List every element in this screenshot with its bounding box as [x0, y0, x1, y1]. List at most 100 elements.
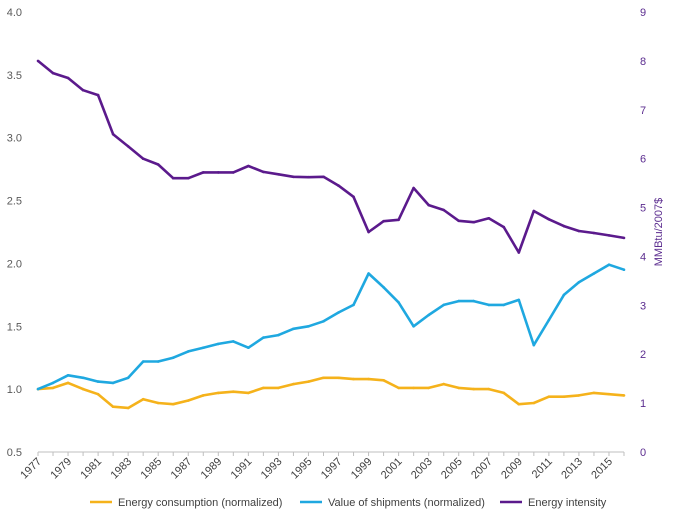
data-point — [66, 374, 70, 377]
x-tick-label: 1991 — [229, 456, 255, 482]
data-point — [307, 380, 310, 383]
data-point — [592, 272, 596, 275]
data-point — [262, 336, 265, 339]
x-tick-label: 2001 — [379, 456, 405, 482]
data-point — [397, 386, 400, 390]
x-tick-label: 1985 — [139, 456, 165, 482]
data-point — [202, 346, 205, 350]
data-point — [247, 391, 250, 395]
data-point — [156, 163, 160, 166]
right-tick-label: 7 — [640, 105, 646, 117]
data-point — [607, 392, 611, 396]
left-tick-label: 1.0 — [7, 384, 22, 396]
data-point — [502, 391, 506, 395]
data-point — [427, 203, 431, 207]
right-tick-label: 5 — [640, 203, 646, 215]
data-point — [202, 394, 205, 397]
data-point — [232, 390, 235, 394]
x-tick-label: 1997 — [319, 456, 345, 482]
x-tick-label: 1981 — [78, 456, 104, 482]
data-point — [337, 376, 340, 380]
x-tick-label: 2003 — [409, 456, 435, 482]
left-axis: 0.5 1.0 1.5 2.0 2.5 3.0 3.5 4.0 — [7, 7, 22, 459]
x-tick-label: 2009 — [499, 456, 525, 482]
right-tick-label: 1 — [640, 398, 646, 410]
legend: Energy consumption (normalized) Value of … — [90, 497, 607, 509]
data-point — [187, 176, 190, 180]
data-point — [412, 325, 415, 328]
data-point — [382, 379, 385, 382]
data-point — [532, 209, 536, 213]
data-point — [111, 132, 115, 136]
data-point — [622, 236, 626, 240]
x-tick-label: 2015 — [589, 456, 615, 482]
right-tick-label: 4 — [640, 251, 646, 263]
data-point — [412, 186, 415, 190]
series-layer — [36, 59, 626, 410]
data-point — [592, 391, 596, 395]
data-point — [397, 301, 400, 304]
data-point — [532, 401, 536, 405]
data-point — [562, 293, 566, 297]
data-point — [532, 343, 536, 347]
data-point — [367, 272, 370, 275]
data-point — [187, 399, 190, 402]
data-point — [502, 303, 506, 307]
data-point — [472, 387, 476, 391]
left-tick-label: 0.5 — [7, 447, 22, 459]
right-tick-label: 3 — [640, 300, 646, 312]
data-point — [592, 231, 596, 235]
data-point — [262, 170, 265, 174]
data-point — [577, 281, 581, 284]
data-point — [247, 164, 250, 168]
right-tick-label: 9 — [640, 7, 646, 19]
data-point — [367, 230, 370, 234]
data-point — [427, 386, 431, 390]
x-tick-label: 1977 — [18, 456, 44, 482]
data-point — [156, 360, 160, 363]
data-point — [126, 406, 130, 410]
data-point — [337, 184, 340, 187]
data-point — [352, 303, 355, 307]
right-tick-label: 0 — [640, 447, 646, 459]
data-point — [171, 176, 175, 180]
data-point — [292, 175, 295, 179]
x-tick-label: 1987 — [169, 456, 195, 482]
data-point — [487, 217, 491, 220]
data-point — [96, 392, 100, 396]
data-point — [156, 401, 160, 405]
data-point — [171, 402, 175, 406]
legend-label: Energy consumption (normalized) — [118, 497, 282, 509]
data-point — [51, 381, 55, 385]
data-point — [36, 59, 40, 63]
data-point — [66, 381, 70, 385]
data-point — [442, 208, 446, 212]
series-line-energy-intensity — [37, 59, 625, 254]
data-point — [577, 394, 581, 397]
data-point — [202, 171, 205, 174]
data-point — [232, 340, 235, 343]
data-point — [562, 395, 566, 399]
data-point — [457, 386, 461, 390]
data-point — [171, 356, 175, 360]
data-point — [547, 318, 551, 322]
data-point — [337, 311, 340, 314]
data-point — [382, 219, 385, 223]
data-point — [141, 157, 145, 160]
data-point — [292, 382, 295, 386]
data-point — [307, 325, 310, 328]
data-point — [517, 298, 521, 302]
x-tick-label: 1995 — [289, 456, 315, 482]
data-point — [247, 346, 250, 350]
data-point — [412, 386, 415, 390]
data-point — [367, 377, 370, 381]
data-point — [277, 173, 280, 176]
data-point — [96, 380, 100, 383]
legend-label: Value of shipments (normalized) — [328, 497, 485, 509]
left-tick-label: 2.5 — [7, 196, 22, 208]
data-point — [352, 195, 355, 199]
data-point — [607, 263, 611, 267]
legend-label: Energy intensity — [528, 497, 607, 509]
x-axis: 1977 1979 1981 1983 1985 1987 1989 1991 1993 1995… — [18, 451, 625, 482]
data-point — [217, 342, 220, 346]
